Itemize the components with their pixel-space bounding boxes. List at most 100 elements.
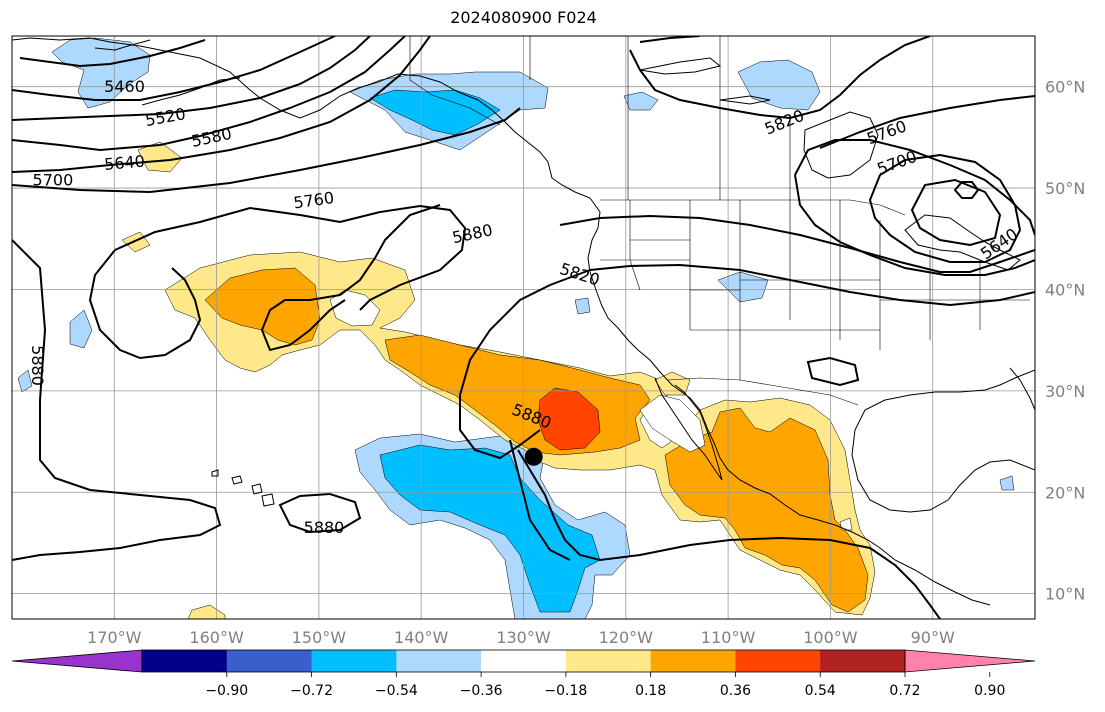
anomaly-area (187, 604, 226, 619)
lon-tick-label: 160°W (189, 628, 244, 647)
anomaly-area (51, 37, 151, 109)
contour-label: 5820 (557, 259, 602, 290)
anomaly-area (69, 309, 93, 349)
anomaly-area (121, 231, 151, 253)
colorbar-segment (11, 649, 143, 673)
border-us-mexico (667, 377, 859, 406)
border-canada-provinces (529, 36, 791, 200)
lon-tick-label: 150°W (292, 628, 347, 647)
contour-label: 5820 (762, 106, 807, 139)
colorbar-segment (311, 650, 397, 672)
colorbar-segment (396, 650, 482, 672)
contour-5880-ridge (88, 204, 467, 360)
coastline-great-lakes (904, 214, 1021, 271)
colorbar-segment (904, 649, 1036, 673)
contour-5880-south (517, 449, 941, 619)
contour-5820-north (629, 36, 931, 120)
colorbar-tick-label: 0.36 (719, 683, 752, 699)
contour-low-3 (910, 178, 1002, 247)
colorbar-segment (735, 650, 821, 672)
colorbar-tick-label: 0.90 (974, 683, 1006, 699)
contour-5820 (559, 214, 1035, 273)
contour-5580 (12, 36, 371, 121)
lat-tick-label: 20°N (1045, 483, 1085, 502)
map-title: 2024080900 F024 (450, 8, 597, 27)
island-hawaii (261, 493, 275, 507)
island-hawaii (211, 469, 219, 477)
contour-low-1 (794, 139, 1035, 276)
colorbar-segment (650, 650, 736, 672)
anomaly-area (717, 271, 769, 303)
contour-low-center (953, 181, 980, 199)
contour-5880-east (459, 269, 591, 460)
contour-5820-lower (589, 263, 1035, 307)
lat-tick-label: 60°N (1045, 78, 1085, 97)
colorbar-segment (565, 650, 652, 672)
contour-label: 5520 (144, 104, 187, 130)
colorbar (11, 649, 1036, 677)
anomaly-area (329, 289, 381, 327)
colorbar-segment (142, 650, 228, 672)
lon-tick-label: 90°W (911, 628, 955, 647)
negative-anomaly-areas (17, 37, 1015, 619)
contour-5520 (12, 36, 336, 101)
colorbar-tick-label: −0.18 (544, 683, 588, 699)
anomaly-area (574, 297, 591, 315)
anomaly-area (379, 444, 601, 613)
contour-low-2 (868, 153, 1022, 263)
lon-tick-label: 100°W (803, 628, 858, 647)
anomaly-area (999, 475, 1015, 491)
contour-label: 5880 (28, 345, 47, 386)
coastline-hudson-bay (803, 111, 879, 179)
colorbar-tick-label: −0.36 (459, 683, 503, 699)
contour-5880-small (806, 356, 860, 387)
lon-tick-label: 170°W (87, 628, 142, 647)
colorbar-tick-label: 0.54 (804, 683, 836, 699)
colorbar-segment (481, 650, 567, 672)
lon-tick-label: 120°W (599, 628, 654, 647)
anomaly-area (537, 387, 601, 451)
island-hawaii (231, 475, 243, 485)
anomaly-area (137, 141, 183, 173)
colorbar-segment (820, 650, 906, 672)
lon-tick-label: 130°W (496, 628, 551, 647)
lon-tick-label: 110°W (701, 628, 756, 647)
coastline-alaska-peninsula (94, 39, 151, 51)
lat-tick-label: 30°N (1045, 382, 1085, 401)
contour-label: 5880 (304, 518, 345, 537)
contour-5460 (19, 39, 206, 68)
contour-label: 5640 (103, 152, 145, 174)
lon-tick-label: 140°W (394, 628, 449, 647)
anomaly-area (639, 394, 706, 453)
contour-label: 5700 (875, 147, 920, 179)
colorbar-tick-label: −0.90 (205, 683, 249, 699)
contour-low-outer (819, 95, 1035, 149)
contour-label: 5700 (33, 170, 74, 189)
colorbar-tick-label: −0.72 (290, 683, 333, 699)
map-frame (11, 35, 1036, 620)
lat-tick-label: 40°N (1045, 280, 1085, 299)
marker-layer (524, 447, 543, 466)
colorbar-tick-label: −0.54 (374, 683, 418, 699)
anomaly-area (623, 91, 659, 111)
border-canada-us (600, 199, 906, 216)
colorbar-segment (226, 650, 313, 672)
colorbar-tick-label: 0.72 (889, 683, 921, 699)
contour-5640 (12, 36, 406, 152)
contour-label: 5580 (190, 124, 234, 151)
anomaly-area (204, 267, 321, 346)
border-alaska-canada (409, 36, 501, 126)
longitude-tick-labels: 170°W 160°W 150°W 140°W 130°W 120°W 110°W 100°W… (87, 628, 955, 647)
coastline-gulf (851, 369, 1035, 513)
lat-tick-label: 10°N (1045, 585, 1085, 604)
contour-5880-south-right (509, 439, 571, 561)
contour-5880-central (260, 204, 441, 352)
coastline-arctic-islands (639, 57, 722, 75)
border-us-states (600, 200, 1030, 380)
lat-tick-label: 50°N (1045, 179, 1085, 198)
colorbar-outline (141, 649, 906, 673)
island-hawaii (251, 483, 263, 495)
anomaly-area (737, 59, 821, 111)
contour-5700 (12, 36, 431, 173)
